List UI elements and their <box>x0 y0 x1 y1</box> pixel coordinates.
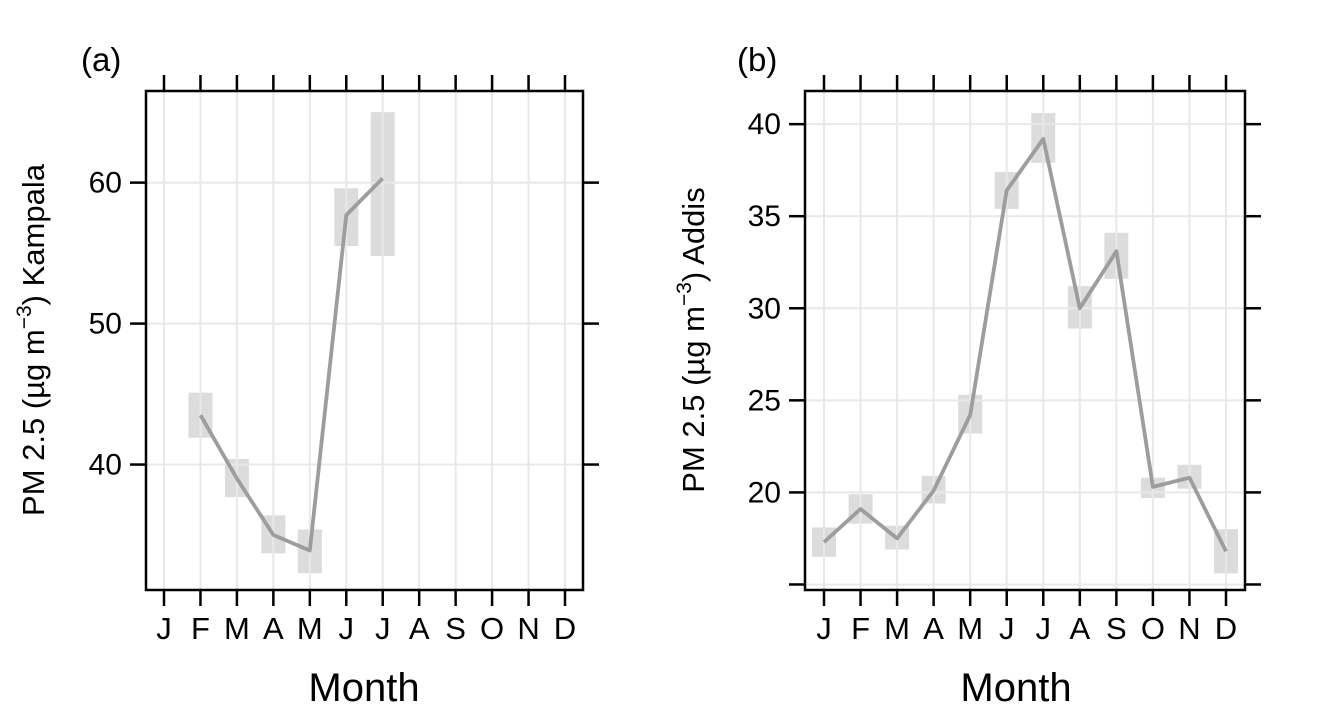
x-tick-label: A <box>1069 611 1090 646</box>
x-tick-label: M <box>884 611 910 646</box>
panel-a-x-axis-title: Month <box>308 666 419 710</box>
x-tick-label: A <box>409 611 430 646</box>
y-tick-label: 20 <box>748 476 781 509</box>
x-tick-label: F <box>191 611 210 646</box>
x-tick-label: M <box>297 611 323 646</box>
x-tick-label: M <box>224 611 250 646</box>
x-tick-label: M <box>957 611 983 646</box>
y-axis-title-text: PM 2.5 (µg m <box>16 329 51 516</box>
x-tick-label: N <box>517 611 539 646</box>
y-tick-label: 30 <box>748 292 781 325</box>
x-tick-label: S <box>1106 611 1127 646</box>
x-tick-label: N <box>1178 611 1200 646</box>
x-tick-label: J <box>1036 611 1052 646</box>
panel-a-label: (a) <box>81 41 121 78</box>
y-axis-title-text: ) Kampala <box>16 163 51 305</box>
x-tick-label: S <box>445 611 466 646</box>
y-axis-title-superscript: −3 <box>13 305 36 329</box>
panel-b-label: (b) <box>737 41 777 78</box>
x-tick-label: J <box>999 611 1015 646</box>
y-tick-label: 60 <box>89 167 122 200</box>
y-axis-title-superscript: −3 <box>673 282 696 306</box>
y-axis-title-text: PM 2.5 (µg m <box>676 306 711 493</box>
y-axis-title-text: ) Addis <box>676 187 711 282</box>
y-tick-label: 40 <box>89 449 122 482</box>
series-line <box>822 136 1228 553</box>
x-tick-label: O <box>480 611 504 646</box>
y-tick-label: 35 <box>748 200 781 233</box>
x-tick-label: J <box>816 611 832 646</box>
x-tick-label: F <box>851 611 870 646</box>
x-tick-label: A <box>263 611 284 646</box>
x-tick-label: A <box>923 611 944 646</box>
y-tick-label: 50 <box>89 308 122 341</box>
panel-b-y-axis-title: PM 2.5 (µg m−3) Addis <box>673 187 711 492</box>
panel-a-y-axis-title: PM 2.5 (µg m−3) Kampala <box>13 163 51 516</box>
y-tick-label: 40 <box>748 108 781 141</box>
x-tick-label: J <box>375 611 391 646</box>
plot-box <box>803 89 1247 592</box>
x-tick-label: J <box>339 611 355 646</box>
x-tick-label: D <box>1215 611 1237 646</box>
x-tick-label: J <box>156 611 172 646</box>
y-tick-label: 25 <box>748 384 781 417</box>
series-line <box>198 177 385 553</box>
plot-box <box>144 89 585 592</box>
x-tick-label: O <box>1141 611 1165 646</box>
panel-b-x-axis-title: Month <box>960 666 1071 710</box>
x-tick-label: D <box>554 611 576 646</box>
